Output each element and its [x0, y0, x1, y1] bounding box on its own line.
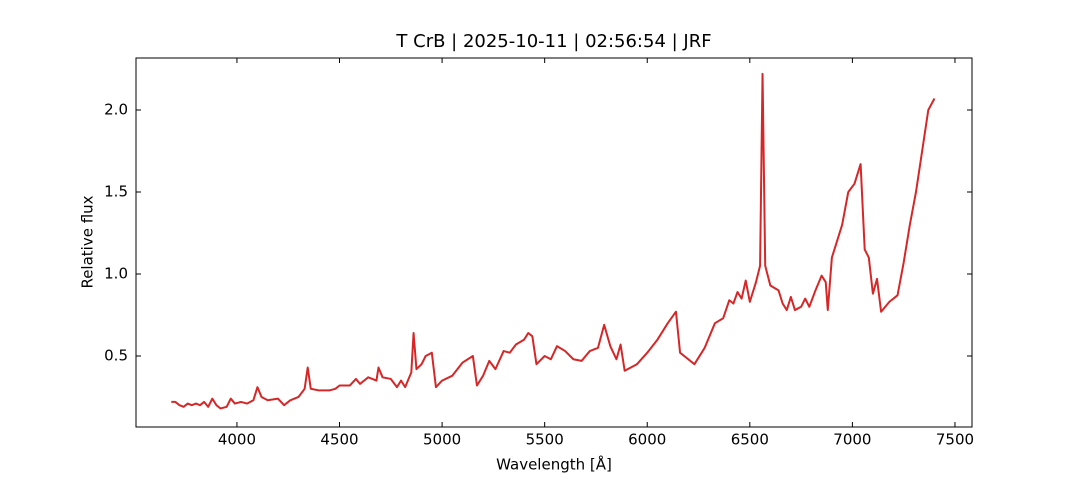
- x-tick-label: 6000: [628, 431, 666, 449]
- x-tick-label: 7500: [936, 431, 974, 449]
- y-tick-label: 0.5: [104, 346, 128, 364]
- x-axis-label: Wavelength [Å]: [496, 455, 612, 474]
- x-tick-label: 5500: [526, 431, 564, 449]
- x-tick-label: 4000: [218, 431, 256, 449]
- y-tick-label: 1.0: [104, 264, 128, 282]
- chart-title: T CrB | 2025-10-11 | 02:56:54 | JRF: [395, 31, 711, 52]
- y-tick-label: 2.0: [104, 100, 128, 118]
- plot-frame: [135, 57, 973, 428]
- x-tick-label: 4500: [320, 431, 358, 449]
- spectrum-line: [171, 72, 936, 410]
- y-tick-label: 1.5: [104, 182, 128, 200]
- x-tick-label: 6500: [731, 431, 769, 449]
- x-tick-label: 7000: [833, 431, 871, 449]
- x-tick-label: 5000: [423, 431, 461, 449]
- y-axis-label: Relative flux: [79, 195, 97, 288]
